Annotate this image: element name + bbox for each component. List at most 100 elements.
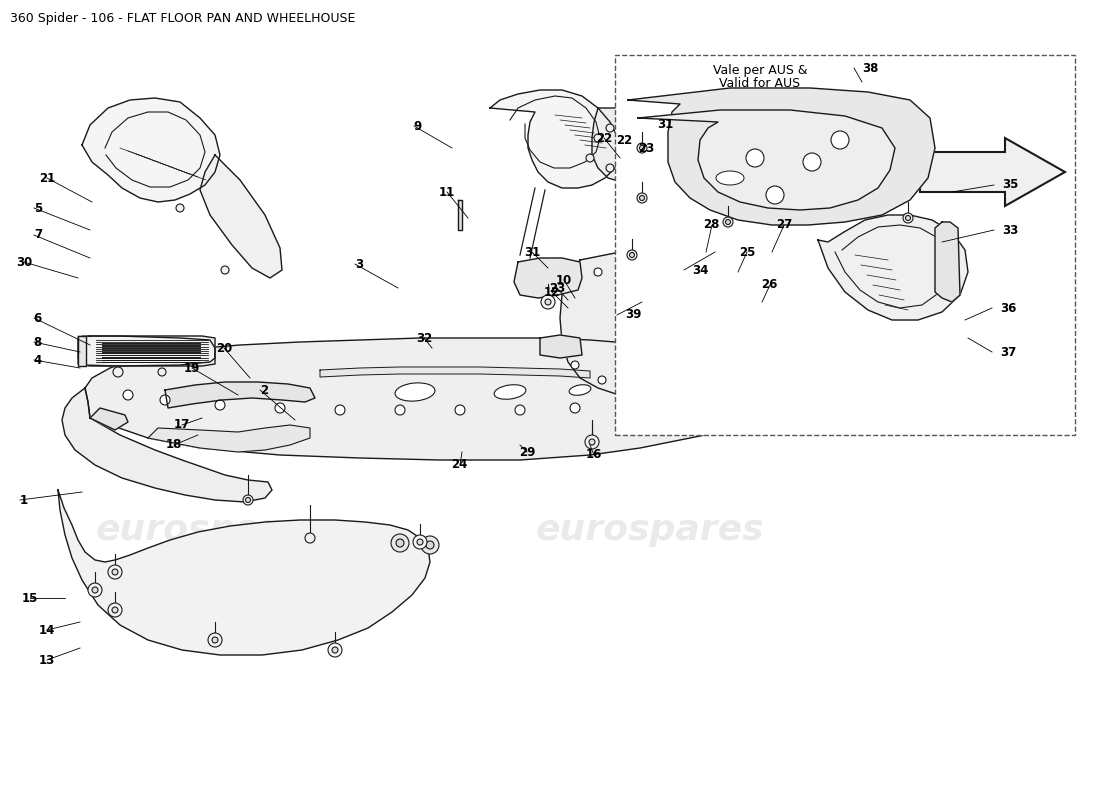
Circle shape (112, 607, 118, 613)
Polygon shape (920, 138, 1065, 206)
Circle shape (390, 534, 409, 552)
Circle shape (723, 261, 737, 275)
Circle shape (570, 403, 580, 413)
Text: 27: 27 (776, 218, 792, 231)
Text: 6: 6 (34, 311, 42, 325)
Circle shape (606, 164, 614, 172)
Polygon shape (85, 338, 800, 460)
Circle shape (275, 403, 285, 413)
Circle shape (214, 400, 225, 410)
Polygon shape (560, 248, 800, 400)
Text: 28: 28 (704, 218, 720, 231)
Text: 30: 30 (15, 255, 32, 269)
Circle shape (160, 395, 170, 405)
Circle shape (754, 360, 770, 376)
Polygon shape (82, 98, 220, 202)
Polygon shape (458, 200, 462, 230)
Polygon shape (638, 110, 895, 210)
Circle shape (764, 364, 772, 372)
Circle shape (905, 215, 911, 221)
Circle shape (788, 304, 796, 312)
Circle shape (88, 583, 102, 597)
Text: 31: 31 (524, 246, 540, 258)
Circle shape (766, 186, 784, 204)
Circle shape (426, 541, 434, 549)
Circle shape (714, 254, 722, 262)
Circle shape (774, 278, 782, 286)
Circle shape (637, 193, 647, 203)
Text: 18: 18 (166, 438, 182, 451)
Circle shape (123, 390, 133, 400)
Text: Valid for AUS: Valid for AUS (719, 77, 801, 90)
Circle shape (515, 405, 525, 415)
Polygon shape (592, 108, 668, 182)
Circle shape (634, 256, 642, 264)
Circle shape (746, 149, 764, 167)
Circle shape (221, 266, 229, 274)
Circle shape (112, 569, 118, 575)
Circle shape (594, 268, 602, 276)
Circle shape (726, 219, 730, 225)
Text: 16: 16 (585, 449, 602, 462)
FancyBboxPatch shape (615, 55, 1075, 435)
Circle shape (586, 154, 594, 162)
Circle shape (243, 495, 253, 505)
Circle shape (629, 253, 635, 258)
Circle shape (757, 280, 773, 296)
Text: 5: 5 (34, 202, 42, 214)
Text: 31: 31 (657, 118, 673, 131)
Polygon shape (200, 155, 282, 278)
Polygon shape (78, 336, 214, 366)
Text: 22: 22 (616, 134, 632, 146)
Circle shape (758, 364, 766, 372)
Ellipse shape (569, 385, 591, 395)
Text: 23: 23 (638, 142, 654, 154)
Polygon shape (540, 335, 582, 358)
Circle shape (92, 587, 98, 593)
Circle shape (594, 134, 602, 142)
Circle shape (544, 299, 551, 305)
Text: Vale per AUS &: Vale per AUS & (713, 64, 807, 77)
Circle shape (637, 143, 647, 153)
Circle shape (681, 395, 689, 403)
Circle shape (606, 124, 614, 132)
Circle shape (748, 264, 756, 272)
Text: eurospares: eurospares (96, 513, 324, 547)
Circle shape (737, 373, 747, 383)
Circle shape (723, 217, 733, 227)
Text: eurospares: eurospares (536, 513, 764, 547)
Text: 360 Spider - 106 - FLAT FLOOR PAN AND WHEELHOUSE: 360 Spider - 106 - FLAT FLOOR PAN AND WH… (10, 12, 355, 25)
Polygon shape (935, 222, 960, 302)
Polygon shape (490, 90, 620, 188)
Text: 24: 24 (452, 458, 468, 471)
Polygon shape (58, 490, 430, 655)
Text: 15: 15 (22, 591, 38, 605)
Text: 1: 1 (20, 494, 28, 506)
Text: 7: 7 (34, 229, 42, 242)
Text: 25: 25 (738, 246, 755, 258)
Text: 13: 13 (39, 654, 55, 666)
Text: 37: 37 (1000, 346, 1016, 358)
Circle shape (396, 539, 404, 547)
Text: 23: 23 (549, 282, 565, 294)
Text: 11: 11 (439, 186, 455, 198)
Text: 35: 35 (1002, 178, 1019, 191)
Polygon shape (165, 382, 315, 408)
Circle shape (700, 383, 710, 393)
Circle shape (639, 195, 645, 201)
Text: 33: 33 (1002, 223, 1019, 237)
Circle shape (305, 533, 315, 543)
Circle shape (212, 637, 218, 643)
Circle shape (412, 535, 427, 549)
Circle shape (208, 633, 222, 647)
Circle shape (744, 381, 752, 389)
Circle shape (621, 386, 629, 394)
Circle shape (674, 252, 682, 260)
Circle shape (774, 326, 782, 334)
Circle shape (639, 146, 645, 150)
Text: 8: 8 (34, 335, 42, 349)
Text: 38: 38 (862, 62, 879, 74)
Text: 36: 36 (1000, 302, 1016, 314)
Text: 26: 26 (761, 278, 778, 291)
Text: 2: 2 (260, 383, 268, 397)
